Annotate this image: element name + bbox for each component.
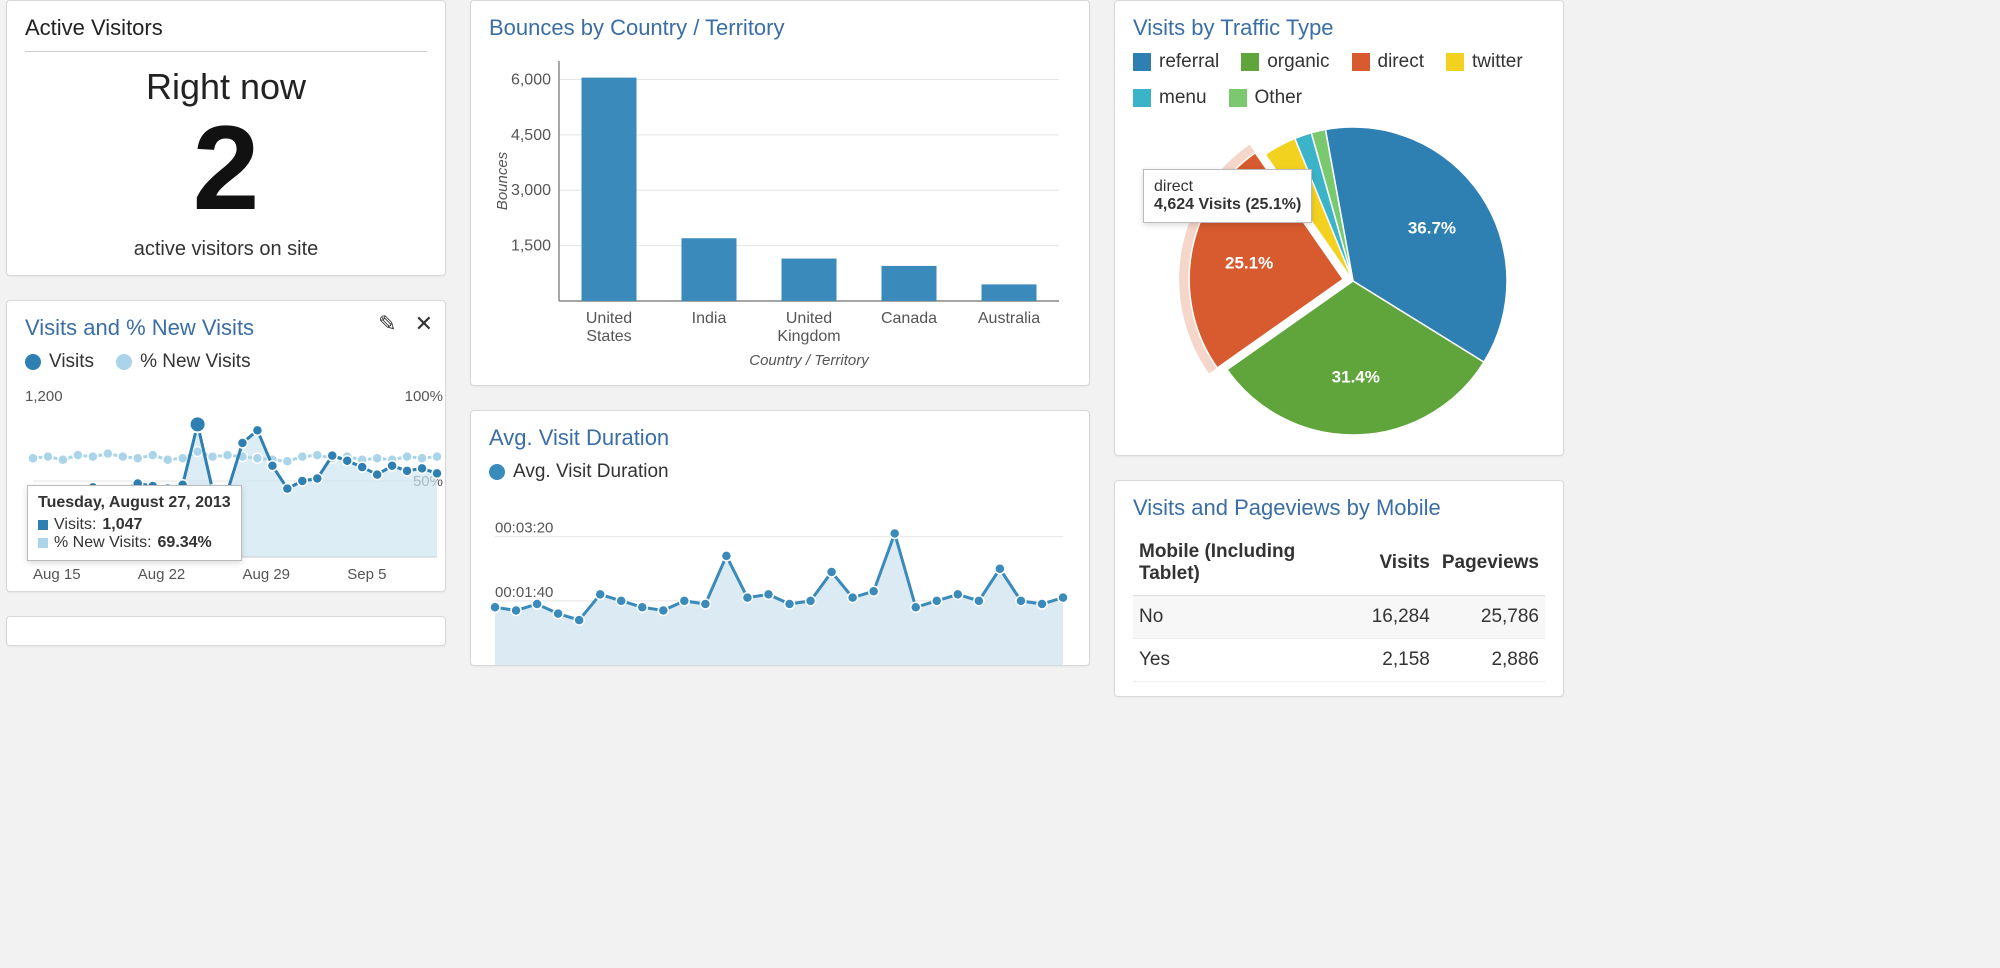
visits-new-chart[interactable]: 1,200100%50%Aug 15Aug 22Aug 29Sep 5 Tues… bbox=[25, 385, 427, 585]
divider bbox=[25, 51, 427, 52]
table-cell: 2,158 bbox=[1366, 639, 1436, 682]
avg-duration-title: Avg. Visit Duration bbox=[489, 425, 1071, 451]
table-header: Mobile (Including Tablet) bbox=[1133, 531, 1366, 596]
svg-text:United: United bbox=[586, 310, 632, 327]
svg-text:00:03:20: 00:03:20 bbox=[495, 520, 553, 537]
svg-text:3,000: 3,000 bbox=[511, 182, 551, 199]
visits-new-legend: Visits % New Visits bbox=[25, 351, 427, 373]
close-icon[interactable]: ✕ bbox=[415, 311, 433, 337]
svg-text:1,200: 1,200 bbox=[25, 388, 63, 405]
legend-swatch bbox=[1352, 53, 1370, 71]
svg-text:Aug 29: Aug 29 bbox=[242, 566, 290, 583]
legend-label: organic bbox=[1267, 51, 1329, 73]
table-header: Visits bbox=[1366, 531, 1436, 596]
table-cell: 16,284 bbox=[1366, 596, 1436, 639]
legend-swatch bbox=[1241, 53, 1259, 71]
svg-text:Bounces: Bounces bbox=[494, 151, 511, 210]
mobile-table: Mobile (Including Tablet)VisitsPageviews… bbox=[1133, 531, 1545, 682]
legend-dot bbox=[116, 354, 132, 370]
legend-label: menu bbox=[1159, 87, 1207, 109]
traffic-type-chart[interactable]: 36.7%31.4%25.1% direct4,624 Visits (25.1… bbox=[1133, 121, 1545, 441]
svg-text:25.1%: 25.1% bbox=[1225, 254, 1273, 273]
svg-text:Aug 15: Aug 15 bbox=[33, 566, 81, 583]
legend-swatch bbox=[1229, 89, 1247, 107]
svg-text:Aug 22: Aug 22 bbox=[138, 566, 186, 583]
partial-card bbox=[6, 616, 446, 646]
active-visitors-subtitle: active visitors on site bbox=[25, 238, 427, 261]
svg-text:States: States bbox=[586, 328, 631, 345]
svg-text:31.4%: 31.4% bbox=[1332, 367, 1380, 386]
svg-text:100%: 100% bbox=[405, 388, 443, 405]
legend-label: % New Visits bbox=[140, 351, 251, 373]
svg-text:Sep 5: Sep 5 bbox=[347, 566, 386, 583]
active-visitors-title: Active Visitors bbox=[25, 15, 427, 41]
svg-text:00:01:40: 00:01:40 bbox=[495, 584, 553, 601]
table-header: Pageviews bbox=[1436, 531, 1545, 596]
legend-label: Other bbox=[1255, 87, 1303, 109]
visits-new-title: Visits and % New Visits bbox=[25, 315, 427, 341]
avg-duration-series-label: Avg. Visit Duration bbox=[513, 461, 669, 483]
svg-text:36.7%: 36.7% bbox=[1408, 218, 1456, 237]
svg-text:Country / Territory: Country / Territory bbox=[749, 352, 870, 369]
table-cell: No bbox=[1133, 596, 1366, 639]
table-row: Yes2,1582,886 bbox=[1133, 639, 1545, 682]
active-visitors-count: 2 bbox=[25, 108, 427, 228]
legend-dot bbox=[25, 354, 41, 370]
mobile-table-title: Visits and Pageviews by Mobile bbox=[1133, 495, 1545, 521]
bounces-chart[interactable]: 1,5003,0004,5006,000UnitedStatesIndiaUni… bbox=[489, 51, 1071, 371]
legend-label: direct bbox=[1378, 51, 1424, 73]
bounces-card: Bounces by Country / Territory 1,500 3,00… bbox=[470, 0, 1090, 386]
legend-swatch bbox=[1446, 53, 1464, 71]
bounces-title: Bounces by Country / Territory bbox=[489, 15, 1071, 41]
svg-text:Kingdom: Kingdom bbox=[777, 328, 840, 345]
svg-text:1,500: 1,500 bbox=[511, 238, 551, 255]
svg-text:6,000: 6,000 bbox=[511, 71, 551, 88]
legend-label: Visits bbox=[49, 351, 94, 373]
traffic-type-card: Visits by Traffic Type referral organic di… bbox=[1114, 0, 1564, 456]
active-visitors-card: Active Visitors Right now 2 active visit… bbox=[6, 0, 446, 276]
svg-text:4,500: 4,500 bbox=[511, 127, 551, 144]
mobile-table-card: Visits and Pageviews by Mobile Mobile (I… bbox=[1114, 480, 1564, 697]
avg-duration-card: Avg. Visit Duration Avg. Visit Duration … bbox=[470, 410, 1090, 666]
svg-text:United: United bbox=[786, 310, 832, 327]
visits-new-card: ✎ ✕ Visits and % New Visits Visits % New … bbox=[6, 300, 446, 592]
legend-label: twitter bbox=[1472, 51, 1523, 73]
table-cell: 2,886 bbox=[1436, 639, 1545, 682]
traffic-type-legend: referral organic direct twitter menu Other bbox=[1133, 51, 1545, 109]
avg-duration-dot bbox=[489, 464, 505, 480]
legend-swatch bbox=[1133, 53, 1151, 71]
svg-text:Australia: Australia bbox=[978, 310, 1040, 327]
legend-label: referral bbox=[1159, 51, 1219, 73]
traffic-type-title: Visits by Traffic Type bbox=[1133, 15, 1545, 41]
table-row: No16,28425,786 bbox=[1133, 596, 1545, 639]
avg-duration-legend: Avg. Visit Duration bbox=[489, 461, 1071, 483]
avg-duration-chart[interactable]: 00:03:20 00:01:40 bbox=[489, 495, 1071, 665]
svg-text:India: India bbox=[692, 310, 727, 327]
table-cell: Yes bbox=[1133, 639, 1366, 682]
table-cell: 25,786 bbox=[1436, 596, 1545, 639]
svg-text:Canada: Canada bbox=[881, 310, 937, 327]
legend-swatch bbox=[1133, 89, 1151, 107]
edit-icon[interactable]: ✎ bbox=[378, 311, 396, 337]
